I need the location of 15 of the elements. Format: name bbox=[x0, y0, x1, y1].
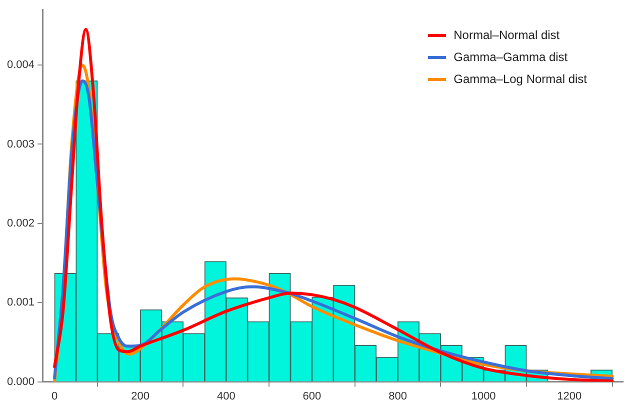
x-tick-label: 200 bbox=[131, 390, 150, 402]
y-tick-label: 0.000 bbox=[6, 376, 35, 388]
legend-label: Gamma–Gamma dist bbox=[454, 50, 568, 64]
x-tick-label: 600 bbox=[302, 390, 322, 402]
x-tick-label: 1000 bbox=[471, 390, 496, 402]
y-tick-label: 0.004 bbox=[6, 59, 35, 72]
legend-label: Normal–Normal dist bbox=[454, 28, 560, 42]
y-tick-label: 0.001 bbox=[6, 296, 35, 309]
x-tick-label: 800 bbox=[388, 390, 407, 402]
x-tick-label: 0 bbox=[51, 390, 58, 402]
x-tick-label: 400 bbox=[216, 390, 236, 402]
y-tick-label: 0.002 bbox=[6, 217, 35, 230]
x-tick-label: 1200 bbox=[557, 390, 582, 402]
legend-label: Gamma–Log Normal dist bbox=[454, 72, 587, 86]
y-tick-label: 0.003 bbox=[6, 138, 35, 150]
